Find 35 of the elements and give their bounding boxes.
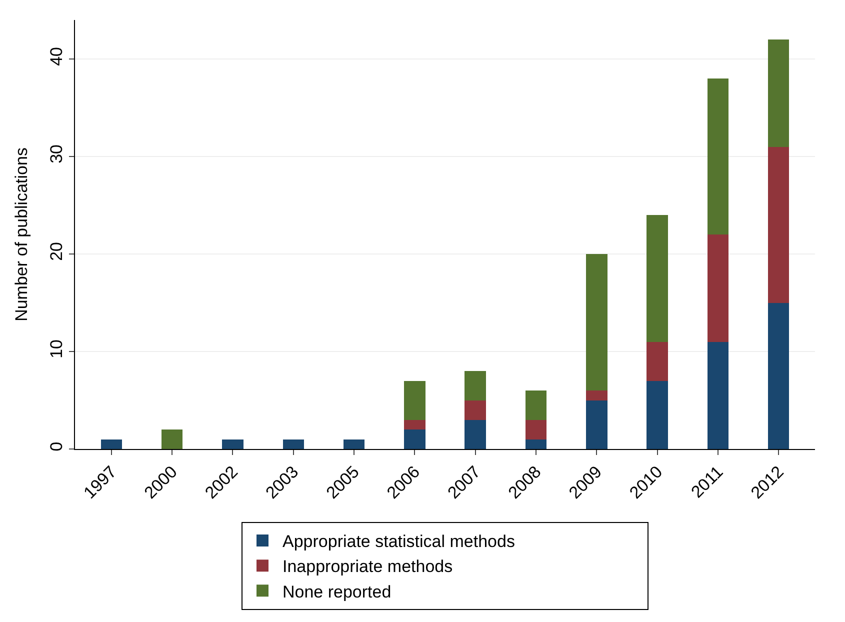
bar	[282, 439, 304, 449]
bar	[525, 439, 547, 449]
bar	[586, 254, 608, 390]
bar	[768, 302, 790, 449]
bar	[525, 390, 547, 420]
bar	[404, 430, 426, 449]
bar	[404, 380, 426, 420]
y-tick-label: 40	[47, 46, 66, 66]
bar	[586, 390, 608, 400]
bar	[464, 420, 486, 449]
y-tick-label: 10	[47, 339, 66, 358]
bar	[343, 439, 365, 449]
bar	[404, 420, 426, 430]
y-tick-label: 0	[47, 442, 66, 452]
bar	[646, 215, 668, 342]
bar	[707, 78, 729, 234]
bar	[768, 146, 790, 303]
bar	[222, 439, 244, 449]
bar	[161, 430, 183, 449]
y-axis-title: Number of publications	[12, 148, 31, 322]
bar	[464, 371, 486, 400]
bar	[646, 380, 668, 449]
y-tick-label: 20	[47, 242, 66, 261]
y-tick-label: 30	[47, 144, 66, 164]
bar	[646, 342, 668, 381]
bar	[464, 400, 486, 420]
bar	[707, 234, 729, 342]
legend-label: None reported	[282, 582, 392, 602]
bar	[707, 342, 729, 449]
bar	[768, 40, 790, 147]
bar	[100, 439, 122, 449]
legend-label: Appropriate statistical methods	[282, 532, 515, 552]
legend-label: Inappropriate methods	[282, 557, 453, 576]
bar	[586, 400, 608, 449]
bar	[525, 420, 547, 440]
